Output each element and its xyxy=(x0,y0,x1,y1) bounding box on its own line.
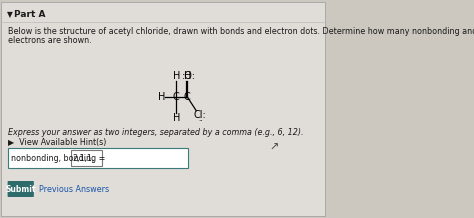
Text: H: H xyxy=(183,71,191,81)
Text: ▶  View Available Hint(s): ▶ View Available Hint(s) xyxy=(9,138,107,147)
Text: nonbonding, bonding =: nonbonding, bonding = xyxy=(11,153,108,162)
Text: Below is the structure of acetyl chloride, drawn with bonds and electron dots. D: Below is the structure of acetyl chlorid… xyxy=(9,27,474,36)
Text: 2,1,1,: 2,1,1, xyxy=(72,153,94,162)
Text: C: C xyxy=(184,92,191,102)
Text: H: H xyxy=(173,113,180,123)
Text: ↗: ↗ xyxy=(270,143,279,153)
Bar xyxy=(9,148,188,168)
Text: Submit: Submit xyxy=(6,184,36,194)
Text: Previous Answers: Previous Answers xyxy=(39,184,109,194)
Text: Express your answer as two integers, separated by a comma (e.g., 6, 12).: Express your answer as two integers, sep… xyxy=(9,128,304,137)
Text: H: H xyxy=(158,92,165,102)
Text: H: H xyxy=(173,71,180,81)
FancyBboxPatch shape xyxy=(8,181,34,197)
Text: ··: ·· xyxy=(199,118,203,124)
Text: C: C xyxy=(173,92,180,102)
Text: :O:: :O: xyxy=(182,71,196,81)
Text: Part A: Part A xyxy=(14,10,46,19)
Text: Cl:: Cl: xyxy=(194,110,207,120)
Text: ▼: ▼ xyxy=(7,10,13,19)
Bar xyxy=(71,150,101,166)
Text: electrons are shown.: electrons are shown. xyxy=(9,36,92,45)
